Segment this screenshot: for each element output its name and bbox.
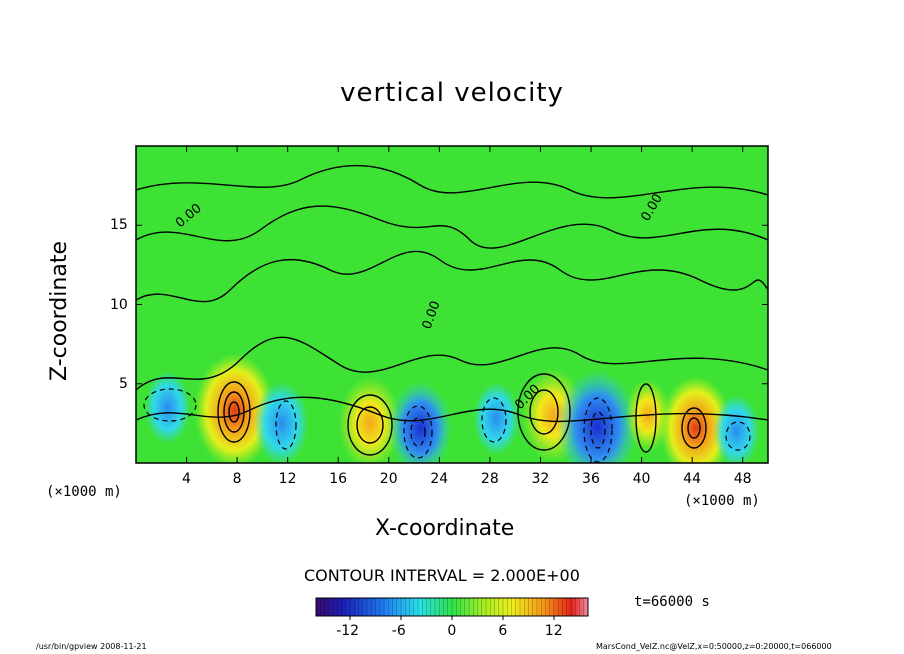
x-tick-label: 16 — [329, 471, 348, 487]
downdraft-cell — [473, 382, 520, 456]
x-tick-label: 36 — [582, 471, 600, 487]
x-tick-label: 44 — [683, 471, 701, 487]
contour-interval-label: CONTOUR INTERVAL = 2.000E+00 — [304, 566, 580, 585]
downdraft-cell — [144, 371, 191, 444]
updraft-cell — [194, 353, 275, 463]
x-tick-label: 40 — [632, 471, 651, 487]
x-axis-label: X-coordinate — [375, 516, 515, 541]
footer-right: MarsCond_VelZ.nc@VelZ,x=0:50000,z=0:2000… — [596, 642, 832, 651]
x-tick-label: 4 — [182, 471, 191, 487]
contour-lines — [136, 164, 768, 456]
colorbar-tick-label: 6 — [498, 623, 508, 639]
updraft-cell — [338, 376, 402, 463]
chart-title: vertical velocity — [340, 78, 564, 108]
x-unit-label: (×1000 m) — [46, 484, 122, 500]
x-tick-label: 8 — [232, 471, 242, 487]
downdraft-cell — [713, 394, 760, 463]
colorbar-tick-label: -6 — [391, 623, 406, 639]
negative-contours — [143, 388, 751, 463]
x-tick-label: 32 — [531, 471, 550, 487]
updraft-cell — [659, 376, 732, 463]
downdraft-cell — [388, 381, 452, 463]
x-unit-label-right: (×1000 m) — [684, 493, 760, 509]
y-tick-label: 10 — [110, 296, 128, 313]
downdraft-cell — [254, 381, 309, 463]
x-tick-label: 48 — [733, 471, 752, 487]
colorbar-tick-label: 0 — [447, 623, 457, 639]
y-tick-label: 15 — [110, 217, 128, 234]
x-tick-label: 24 — [430, 471, 449, 487]
downdraft-cell — [556, 369, 638, 463]
colorbar-tick-label: 12 — [544, 623, 563, 639]
time-label: t=66000 s — [634, 594, 710, 610]
y-axis-label: Z-coordinate — [47, 241, 72, 381]
colorbar-tick-label: -12 — [336, 623, 360, 639]
y-tick-label: 5 — [119, 375, 128, 392]
x-tick-label: 12 — [278, 471, 297, 487]
x-tick-label: 28 — [480, 471, 499, 487]
footer-left: /usr/bin/gpview 2008-11-21 — [36, 642, 147, 651]
x-tick-label: 20 — [379, 471, 398, 487]
